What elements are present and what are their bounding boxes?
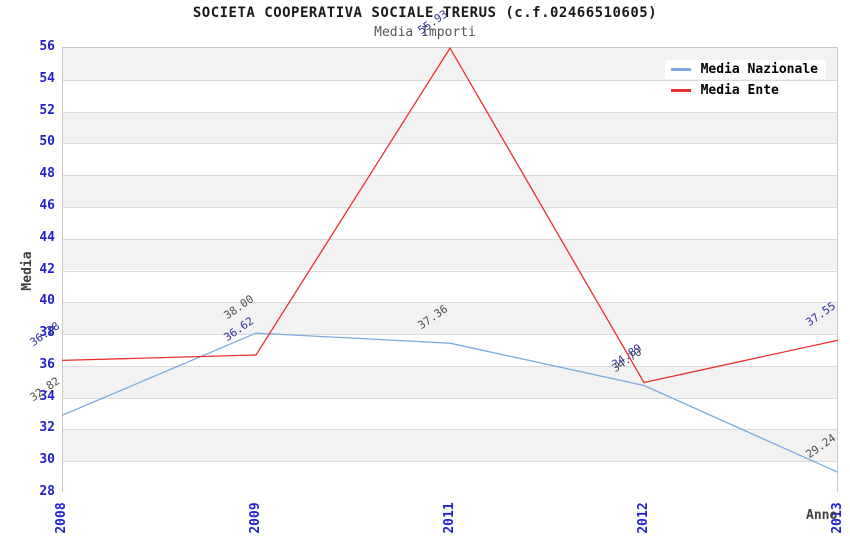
y-tick-label: 52 (39, 102, 55, 118)
legend-item: Media Ente (664, 81, 787, 100)
legend: Media Nazionale Media Ente (664, 60, 826, 100)
x-tick-label: 2011 (442, 502, 457, 534)
y-tick-label: 32 (39, 420, 55, 436)
y-tick-label: 34 (39, 388, 55, 404)
gridline (63, 111, 837, 113)
plot-band (63, 365, 837, 398)
y-tick-label: 40 (39, 293, 55, 309)
chart-title: SOCIETA COOPERATIVA SOCIALE TRERUS (c.f.… (192, 5, 658, 21)
x-axis-title: Anno (806, 508, 838, 523)
plot-band (63, 334, 837, 366)
plot-band (63, 461, 837, 493)
y-tick-label: 46 (39, 197, 55, 213)
plot-band (63, 270, 837, 303)
chart-subtitle: Media Importi (374, 25, 476, 40)
gridline (63, 238, 837, 240)
gridline (63, 143, 837, 145)
y-tick-label: 44 (39, 229, 55, 245)
legend-item: Media Nazionale (664, 60, 826, 79)
gridline (63, 175, 837, 177)
plot-band (63, 143, 837, 176)
plot-band (63, 302, 837, 335)
y-tick-label: 36 (39, 356, 55, 372)
plot-band (63, 175, 837, 207)
gridline (63, 365, 837, 367)
legend-line-swatch (670, 89, 691, 92)
legend-label: Media Ente (700, 83, 779, 98)
y-tick-label: 30 (39, 452, 55, 468)
gridline (63, 302, 837, 304)
y-tick-label: 56 (39, 39, 55, 54)
y-tick-label: 48 (39, 166, 55, 182)
gridline (63, 206, 837, 208)
gridline (63, 461, 837, 463)
plot-band (63, 429, 837, 462)
gridline (63, 397, 837, 399)
x-tick-label: 2008 (54, 502, 69, 534)
x-tick-label: 2012 (636, 502, 651, 534)
gridline (63, 429, 837, 431)
y-tick-label: 50 (39, 134, 55, 150)
gridline (63, 334, 837, 336)
plot-band (63, 397, 837, 430)
plot-band (63, 206, 837, 239)
y-tick-label: 42 (39, 261, 55, 277)
plot-band (63, 111, 837, 144)
x-tick-label: 2009 (248, 502, 263, 534)
y-tick-label: 28 (39, 484, 55, 499)
y-axis-title: Media (20, 251, 35, 291)
plot-band (63, 238, 837, 271)
y-tick-label: 38 (39, 325, 55, 341)
legend-label: Media Nazionale (700, 62, 818, 77)
legend-line-swatch (670, 68, 691, 71)
plot-area (62, 47, 838, 493)
gridline (63, 270, 837, 272)
y-tick-label: 54 (39, 70, 55, 86)
